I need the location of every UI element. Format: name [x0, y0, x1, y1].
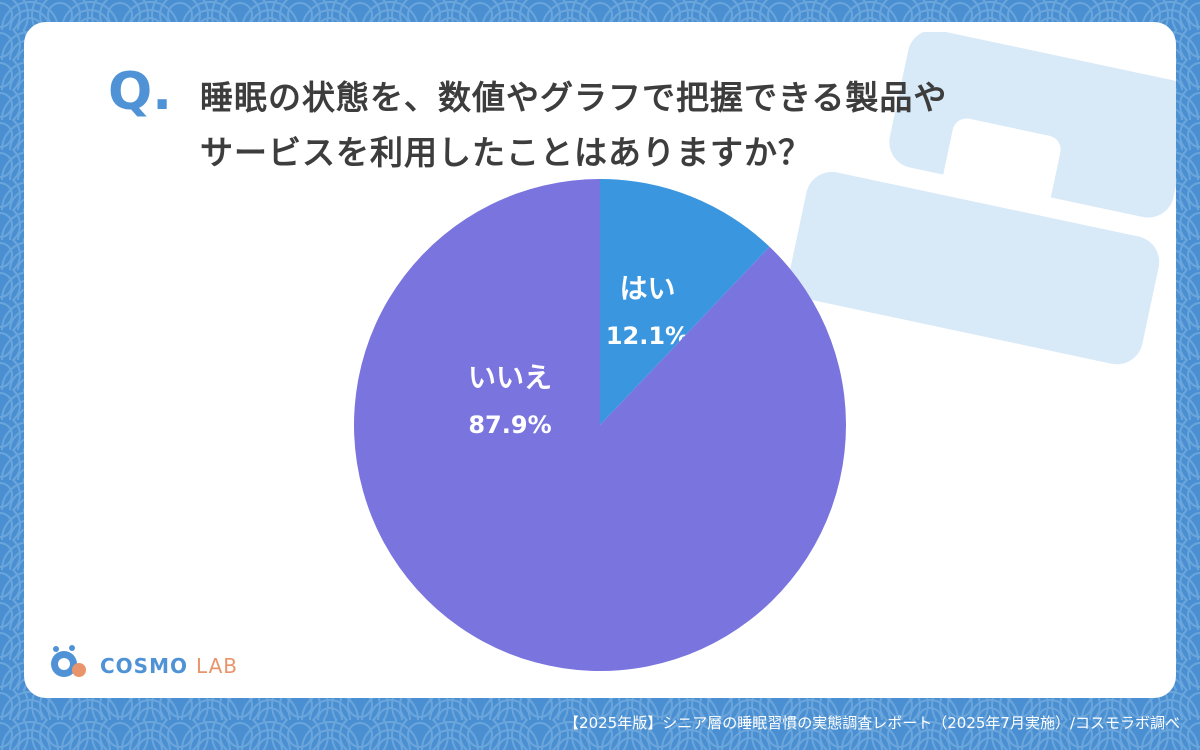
slice-label-1: いいえ [468, 361, 552, 394]
logo-wordmark: COSMO LAB [100, 654, 238, 678]
question-mark-label: Q. [108, 62, 172, 122]
main-card: Q. 睡眠の状態を、数値やグラフで把握できる製品や サービスを利用したことはあり… [24, 22, 1176, 698]
slice-label-0: はい [619, 272, 675, 305]
question-line-2: サービスを利用したことはありますか？ [200, 133, 812, 172]
question-line-1: 睡眠の状態を、数値やグラフで把握できる製品や [200, 78, 948, 117]
pie-slice-0 [600, 179, 770, 425]
question-text: 睡眠の状態を、数値やグラフで把握できる製品や サービスを利用したことはありますか… [200, 70, 1100, 180]
source-note: 【2025年版】シニア層の睡眠習慣の実態調査レポート（2025年7月実施）/コス… [564, 714, 1180, 732]
pie-slice-1 [353, 179, 846, 671]
logo-word-lab: LAB [195, 654, 238, 678]
logo-word-cosmo: COSMO [100, 654, 188, 678]
pie-chart: はい 12.1% いいえ 87.9% [353, 179, 846, 671]
bed-illustration [789, 32, 1176, 365]
cosmo-lab-logo-icon [51, 645, 86, 677]
slice-value-1: 87.9% [468, 411, 551, 439]
slice-value-0: 12.1% [606, 322, 689, 350]
